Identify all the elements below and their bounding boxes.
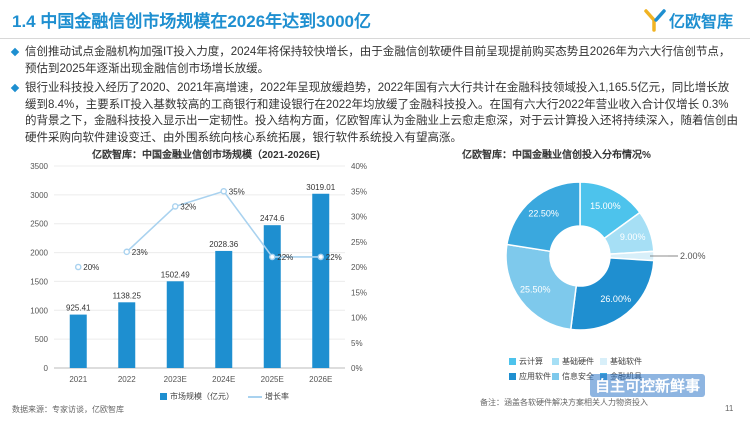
pie-slice: [506, 181, 581, 253]
bar: [263, 225, 281, 368]
pie-legend-label: 基础硬件: [562, 357, 594, 366]
pie-legend-label: 基础软件: [610, 357, 642, 366]
pie-slice: [505, 243, 578, 331]
pie-legend-item: 信息安全: [552, 371, 594, 382]
pie-value-label: 2.00%: [680, 251, 706, 261]
y-tick-left: 3000: [30, 191, 48, 200]
pie-value-label: 15.00%: [590, 201, 621, 211]
y-tick-left: 0: [44, 364, 49, 373]
logo-icon: [644, 9, 666, 32]
bar-value-label: 1502.49: [161, 270, 190, 279]
growth-rate-label: 35%: [229, 187, 245, 196]
brand-logo: 亿欧智库: [644, 8, 733, 32]
x-tick-label: 2021: [69, 375, 87, 384]
y-tick-left: 3500: [30, 162, 48, 171]
y-tick-right: 20%: [351, 263, 367, 272]
growth-rate-point: [317, 253, 325, 261]
y-tick-right: 10%: [351, 314, 367, 323]
pie-value-label: 9.00%: [620, 232, 646, 242]
bar-value-label: 1138.25: [113, 291, 142, 300]
bar-chart-title: 亿欧智库：中国金融业信创市场规模（2021-2026E): [92, 150, 320, 161]
growth-rate-point: [171, 203, 179, 210]
pie-chart: 15.00% 9.00% 2.00% 26.00% 25.50% 22.50%: [505, 181, 706, 331]
pie-legend-swatch: [552, 373, 559, 380]
logo-text: 亿欧智库: [669, 14, 734, 31]
pie-legend-swatch: [509, 358, 516, 365]
legend-swatch-bar: [160, 393, 167, 400]
pie-legend-item: 基础软件: [600, 356, 642, 367]
growth-rate-point: [74, 263, 82, 271]
pie-value-label: 22.50%: [528, 208, 559, 218]
pie-legend-item: 云计算: [509, 356, 543, 367]
pie-legend-swatch: [509, 373, 516, 380]
y-tick-right: 0%: [351, 364, 363, 373]
y-tick-left: 2000: [30, 249, 48, 258]
footnote: 备注：涵盖各软硬件解决方案相关人力物资投入: [480, 398, 648, 407]
bar-value-label: 3019.01: [306, 183, 335, 192]
growth-rate-point: [220, 187, 228, 195]
bar: [69, 314, 87, 368]
y-tick-right: 30%: [351, 213, 367, 222]
y-tick-left: 1000: [30, 306, 48, 315]
bullet-item: 银行业科技投入经历了2020、2021年高增速，2022年呈现放缓趋势，2022…: [12, 80, 738, 146]
bullet-item: 信创推动试点金融机构加强IT投入力度，2024年将保持较快增长，由于金融信创软硬…: [12, 44, 738, 77]
growth-rate-label: 22%: [326, 253, 342, 262]
bar-chart: 0 500 1000 1500 2000 2500 3000 3500 0% 5% 10% 15% 20…: [30, 162, 367, 384]
pie-legend-label: 云计算: [519, 357, 543, 366]
pie-legend-swatch: [552, 358, 559, 365]
x-tick-label: 2025E: [261, 375, 284, 384]
growth-rate-label: 22%: [277, 253, 293, 262]
bar: [312, 193, 330, 368]
page-number: 11: [725, 404, 734, 413]
pie-legend-item: 基础硬件: [552, 356, 594, 367]
pie-legend-swatch: [600, 358, 607, 365]
x-tick-label: 2026E: [309, 375, 332, 384]
y-tick-right: 40%: [351, 162, 367, 171]
pie-value-label: 26.00%: [600, 294, 631, 304]
data-source: 数据来源：专家访谈，亿欧智库: [12, 405, 124, 414]
y-tick-left: 2500: [30, 220, 48, 229]
y-tick-left: 500: [35, 335, 49, 344]
legend-label-line: 增长率: [265, 392, 289, 401]
pie-legend-label: 信息安全: [562, 372, 594, 381]
y-tick-right: 5%: [351, 339, 363, 348]
bar: [118, 302, 136, 368]
pie-chart-title: 亿欧智库：中国金融业信创投入分布情况%: [462, 150, 651, 161]
bar: [166, 281, 184, 368]
legend-label-bar: 市场规模（亿元）: [170, 392, 234, 401]
pie-legend-label: 应用软件: [519, 372, 551, 381]
page-title: 1.4 中国金融信创市场规模在2026年达到3000亿: [12, 12, 371, 31]
growth-rate-point: [268, 253, 276, 261]
bar-value-label: 2028.36: [209, 240, 238, 249]
bar-value-label: 2474.6: [260, 214, 285, 223]
pie-legend-item: 应用软件: [509, 371, 551, 382]
x-tick-label: 2022: [118, 375, 136, 384]
bar-value-label: 925.41: [66, 304, 91, 313]
x-tick-label: 2024E: [212, 375, 235, 384]
bar: [215, 250, 233, 368]
y-tick-right: 25%: [351, 238, 367, 247]
growth-rate-label: 32%: [180, 202, 196, 211]
growth-rate-label: 20%: [83, 263, 99, 272]
y-tick-right: 15%: [351, 288, 367, 297]
growth-rate-label: 23%: [132, 248, 148, 257]
y-tick-right: 35%: [351, 187, 367, 196]
x-tick-label: 2023E: [164, 375, 187, 384]
growth-rate-point: [123, 248, 131, 256]
pie-value-label: 25.50%: [520, 285, 551, 295]
bar-chart-legend: 市场规模（亿元） 增长率: [160, 391, 289, 402]
watermark-overlay: 自主可控新鲜事: [590, 374, 706, 397]
pie-slice: [569, 257, 655, 331]
bullet-list: 信创推动试点金融机构加强IT投入力度，2024年将保持较快增长，由于金融信创软硬…: [12, 44, 738, 149]
legend-swatch-line: [248, 395, 262, 398]
title-divider: [0, 38, 750, 39]
y-tick-left: 1500: [30, 277, 48, 286]
